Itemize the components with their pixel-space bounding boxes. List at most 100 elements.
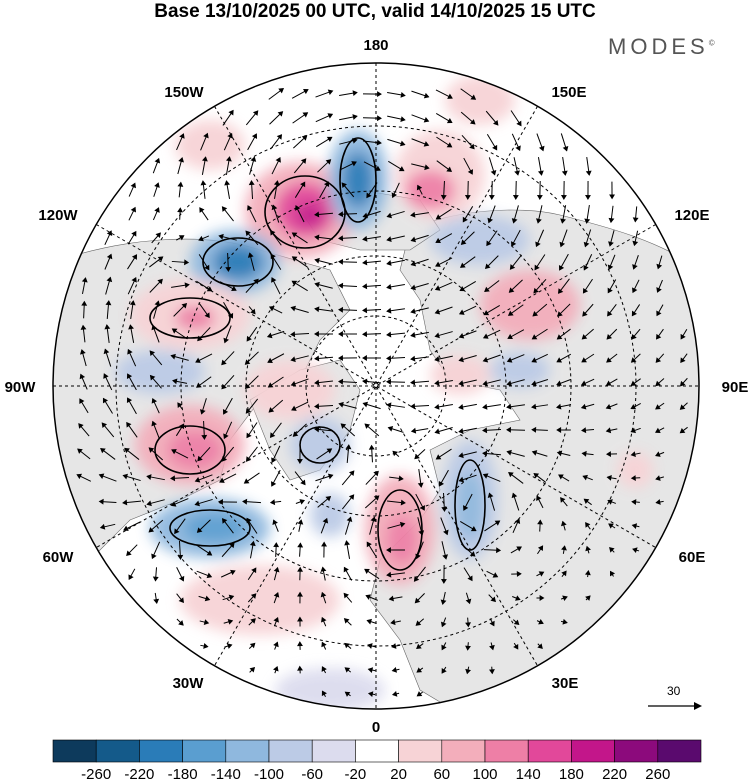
wind-vector-head <box>514 518 521 524</box>
lon-label-60w: 60W <box>43 549 75 566</box>
wind-vector-head <box>581 334 588 340</box>
wind-vector-head <box>583 498 590 504</box>
wind-vector-head <box>271 277 277 283</box>
wind-vector-head <box>250 156 257 162</box>
wind-vector-head <box>656 287 662 293</box>
wind-vector-head <box>290 305 296 312</box>
wind-vector-head <box>297 616 303 622</box>
wind-vector-head <box>441 668 447 674</box>
anomaly-positive <box>405 170 455 210</box>
wind-vector-head <box>203 619 210 625</box>
wind-vector-head <box>300 181 306 188</box>
wind-vector-head <box>435 454 442 460</box>
wind-vector-head <box>516 120 522 127</box>
wind-vector-head <box>489 620 495 627</box>
wind-vector-head <box>630 475 636 481</box>
wind-vector-head <box>606 357 612 363</box>
wind-vector-head <box>494 520 501 526</box>
wind-vector-head <box>559 241 566 248</box>
wind-vector-head <box>152 576 159 582</box>
wind-vector-head <box>410 427 417 434</box>
lon-label-90e: 90E <box>722 379 749 396</box>
wind-vector-head <box>157 256 164 262</box>
wind-vector-head <box>184 259 190 266</box>
wind-vector-head <box>386 331 392 338</box>
wind-vector-head <box>103 373 109 379</box>
anomaly-positive <box>245 360 335 420</box>
wind-vector-head <box>127 348 133 355</box>
wind-vector-head <box>268 306 275 312</box>
wind-vector-head <box>362 355 367 361</box>
wind-vector-head <box>608 523 614 529</box>
colorbar-segment <box>268 739 313 763</box>
colorbar-tick-label: -60 <box>301 766 324 783</box>
wind-vector-head <box>345 444 352 450</box>
anomaly-positive <box>430 355 490 395</box>
wind-vector-head <box>655 451 661 457</box>
wind-vector-head <box>632 240 639 247</box>
wind-vector-head <box>512 194 519 200</box>
wind-vector-head <box>325 159 332 165</box>
contour <box>202 237 274 287</box>
anomaly-negative <box>342 152 374 208</box>
wind-vector-head <box>423 92 430 99</box>
brand-logo: MODES© <box>608 34 715 60</box>
colorbar-tick-label: -100 <box>253 766 285 783</box>
wind-vector-head <box>410 332 416 338</box>
wind-vector-head <box>148 527 155 533</box>
wind-vector-head <box>203 132 209 139</box>
contour <box>454 459 486 551</box>
wind-vector-head <box>314 379 320 386</box>
wind-vector-head <box>178 235 185 241</box>
wind-vector-head <box>391 192 397 199</box>
wind-vector-head <box>440 194 447 200</box>
wind-vector-head <box>321 616 327 623</box>
wind-vector-head <box>516 571 522 577</box>
wind-vector-head <box>414 453 420 460</box>
wind-vector-head <box>292 431 299 437</box>
wind-vector-head <box>435 214 442 220</box>
wind-vector-head <box>465 598 472 605</box>
wind-vector-head <box>327 473 334 480</box>
wind-vector-head <box>482 356 489 363</box>
wind-vector-head <box>367 691 374 698</box>
wind-vector-head <box>326 448 333 454</box>
brand-mark: © <box>708 38 715 48</box>
wind-vector-head <box>251 567 257 574</box>
wind-vector-head <box>338 306 344 313</box>
wind-vector-head <box>344 667 351 673</box>
wind-vector-head <box>631 523 638 529</box>
wind-vector-head <box>195 357 201 363</box>
wind-vector-head <box>122 499 128 506</box>
wind-vector-head <box>467 169 473 175</box>
wind-vector-head <box>278 88 284 94</box>
wind-vector-head <box>390 619 396 626</box>
wind-vector-head <box>314 331 319 337</box>
lon-label-30w: 30W <box>173 675 205 692</box>
wind-vector-head <box>632 287 638 294</box>
wind-vector-head <box>434 308 441 315</box>
wind-vector-head <box>423 117 430 123</box>
wind-vector-head <box>482 473 489 479</box>
wind-vector-head <box>490 596 496 603</box>
wind-vector-head <box>446 166 453 172</box>
wind-vector-head <box>362 307 368 314</box>
wind-vector-head <box>126 550 132 557</box>
wind-vector-head <box>630 404 637 410</box>
colorbar-segment <box>657 739 702 763</box>
wind-vector-head <box>131 230 137 237</box>
colorbar-tick-label: 140 <box>515 766 541 783</box>
wind-vector-head <box>561 570 567 577</box>
wind-vector-head <box>366 192 372 199</box>
wind-vector-head <box>605 427 612 434</box>
wind-vector-head <box>322 517 329 524</box>
wind-vector-head <box>605 380 612 386</box>
wind-vector-head <box>386 283 392 290</box>
wind-vector-head <box>483 310 490 316</box>
wind-vector-head <box>157 278 163 285</box>
wind-vector-head <box>486 240 492 247</box>
wind-vector-head <box>585 195 591 200</box>
wind-vector-head <box>338 282 344 289</box>
wind-vector-head <box>170 475 176 482</box>
wind-vector-head <box>184 282 190 289</box>
